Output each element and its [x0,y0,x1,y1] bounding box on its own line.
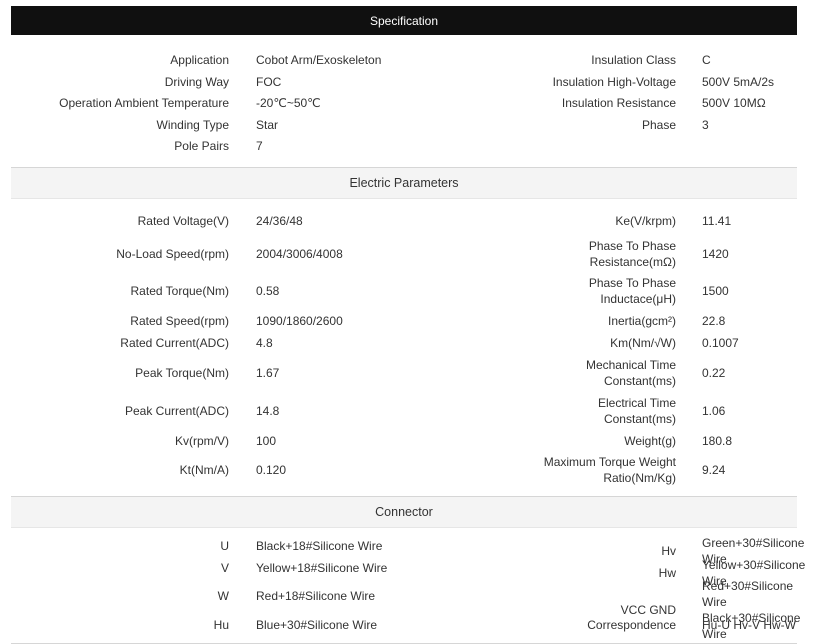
connector-wire: Yellow+18#Silicone Wire [256,560,388,575]
connector-pin-label: Hw [658,566,676,580]
connector-pin-label: W [217,589,229,603]
spec-label: Pole Pairs [174,138,229,153]
electric-value: 0.58 [256,284,280,298]
connector-header: Connector [11,496,797,528]
spec-value: -20℃~50℃ [256,96,321,110]
connector-pin-label: U [220,539,229,553]
electric-value: 0.120 [256,463,287,477]
electric-label-line2: Ratio(Nm/Kg) [603,471,676,485]
spec-label: Application [170,53,229,67]
electric-value: 24/36/48 [256,214,303,228]
electric-value: 14.8 [256,404,280,418]
electric-label: Maximum Torque Weight [543,455,676,469]
electric-label: Phase To Phase [588,276,676,290]
spec-value: 3 [702,117,709,132]
electric-value: 1500 [702,284,729,298]
electric-value: 1090/1860/2600 [256,314,343,328]
electric-value: 9.24 [702,463,726,477]
electric-value: 4.8 [256,336,273,350]
electric-value: 1.06 [702,404,726,418]
connector-wire: Red+30#Silicone Wire [702,579,794,609]
electric-label: Km(Nm/√W) [610,336,676,350]
specification-title-bar: Specification [11,6,797,35]
spec-label: Driving Way [164,74,229,89]
electric-value: 100 [256,434,277,448]
electric-label: Mechanical Time [585,358,676,372]
connector-pin-label: Correspondence [587,618,676,632]
spec-value: Cobot Arm/Exoskeleton [256,53,382,67]
spec-value: 500V 10MΩ [702,96,766,110]
electric-label-line2: Constant(ms) [603,374,676,388]
connector-wire: Green+30#Silicone Wire [702,536,805,566]
connector-wire: Yellow+30#Silicone Wire [702,558,806,588]
connector-title: Connector [375,505,433,519]
electric-label: Electrical Time [597,396,676,410]
spec-value: FOC [256,74,282,89]
electric-value: 0.1007 [702,336,739,350]
spec-label [467,135,690,156]
connector-wire: Red+18#Silicone Wire [256,589,376,603]
electric-parameters-table: Rated Voltage(V) 24/36/48 Ke(V/krpm) 11.… [11,206,797,488]
electric-value: 180.8 [702,434,733,448]
connector-wire: Hu-U Hv-V Hw-W [702,618,796,632]
electric-label: Rated Speed(rpm) [130,314,229,328]
electric-label: No-Load Speed(rpm) [116,247,229,261]
connector-pin-label: VCC GND [620,603,676,617]
electric-label: Kv(rpm/V) [175,434,229,448]
spec-value: 500V 5mA/2s [702,74,775,89]
connector-wire: Black+18#Silicone Wire [256,539,383,553]
spec-label: Operation Ambient Temperature [59,96,229,110]
electric-label: Ke(V/krpm) [615,214,676,228]
electric-label-line2: Constant(ms) [603,412,676,426]
electric-label: Kt(Nm/A) [179,463,229,477]
electric-label-line2: Inductace(μH) [600,292,676,306]
electric-value: 1.67 [256,366,280,380]
electric-label: Rated Current(ADC) [120,336,229,350]
spec-label: Insulation Class [591,53,676,67]
spec-value: C [702,53,711,67]
spec-value [690,135,799,156]
electric-label: Phase To Phase [588,239,676,253]
electric-label: Rated Torque(Nm) [130,284,229,298]
spec-label: Phase [641,117,676,132]
spec-value: Star [256,117,279,132]
connector-pin-label: Hv [661,544,676,558]
electric-label: Inertia(gcm²) [607,314,676,328]
specification-sheet: Specification Application Cobot Arm/Exos… [11,6,806,644]
electric-label: Peak Torque(Nm) [135,366,229,380]
connector-pin-label: Hu [213,618,229,632]
electric-value: 0.22 [702,366,726,380]
connector-table: U Black+18#Silicone Wire Hv Green+30#Sil… [11,535,806,641]
electric-value: 2004/3006/4008 [256,247,343,261]
electric-parameters-title: Electric Parameters [349,176,459,190]
electric-value: 1420 [702,247,729,261]
spec-label: Insulation Resistance [561,96,676,110]
electric-label-line2: Resistance(mΩ) [589,255,676,269]
electric-value: 22.8 [702,314,726,328]
connector-wire: Blue+30#Silicone Wire [256,618,378,632]
electric-label: Rated Voltage(V) [137,214,229,228]
spec-label: Insulation High-Voltage [552,74,676,89]
electric-parameters-header: Electric Parameters [11,167,797,199]
electric-value: 11.41 [702,214,732,228]
general-spec-table: Application Cobot Arm/Exoskeleton Insula… [11,49,797,156]
spec-value: 7 [256,138,263,153]
specification-title: Specification [369,13,439,28]
spec-label: Winding Type [156,117,230,132]
connector-pin-label: V [220,560,229,575]
electric-label: Weight(g) [624,434,676,448]
electric-label: Peak Current(ADC) [124,404,229,418]
